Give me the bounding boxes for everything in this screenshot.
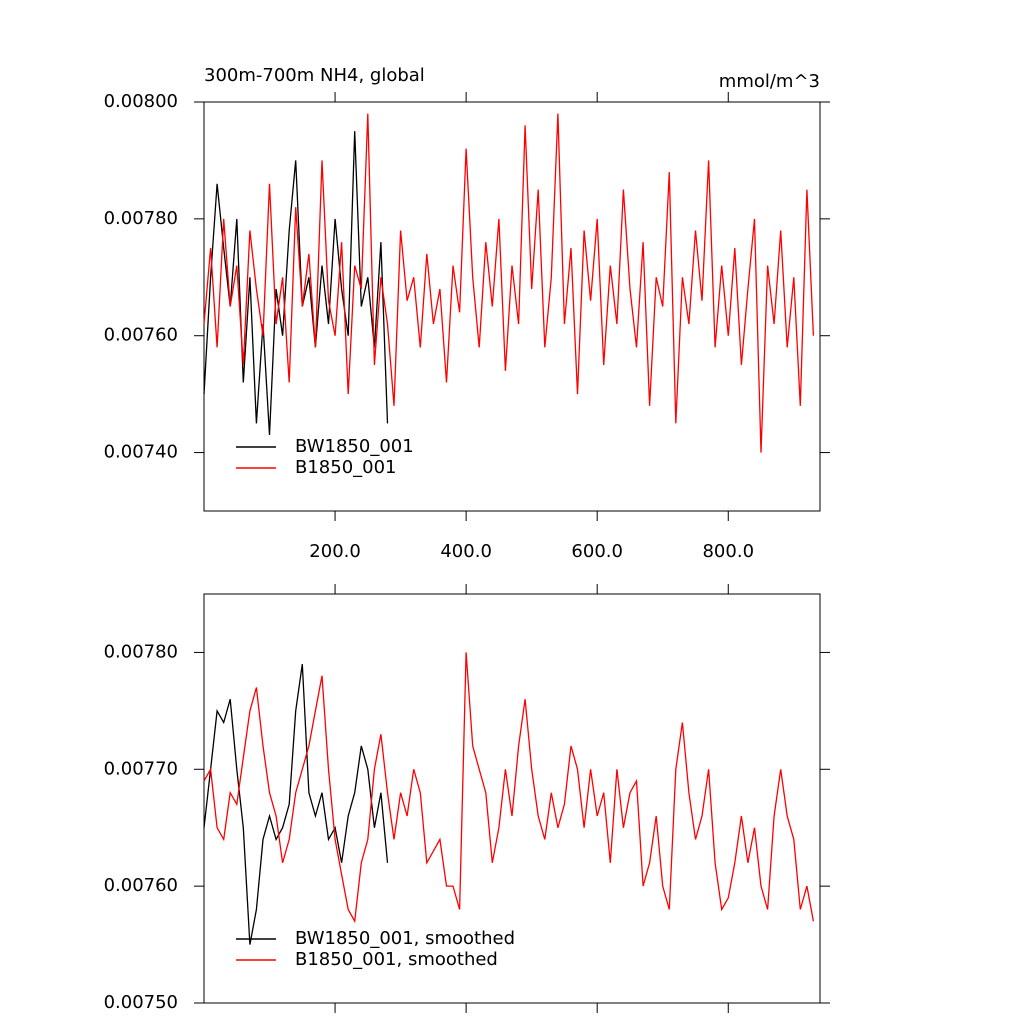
y-tick-label: 0.00780 <box>104 641 178 662</box>
y-tick-label: 0.00740 <box>104 442 178 463</box>
x-tick-label: 600.0 <box>571 541 623 562</box>
legend-label: B1850_001, smoothed <box>295 949 498 970</box>
data-line <box>203 131 389 436</box>
y-tick-label: 0.00800 <box>104 91 178 112</box>
y-tick-label: 0.00760 <box>104 875 178 896</box>
chart-title: 300m-700m NH4, global <box>204 65 425 86</box>
legend-label: BW1850_001 <box>295 436 414 457</box>
data-line <box>203 664 389 945</box>
plot-frame <box>203 101 821 512</box>
y-tick-label: 0.00770 <box>104 758 178 779</box>
legend-label: BW1850_001, smoothed <box>295 928 515 949</box>
y-tick-label: 0.00780 <box>104 208 178 229</box>
x-tick-label: 400.0 <box>440 541 492 562</box>
data-line <box>203 652 815 924</box>
y-tick-label: 0.00750 <box>104 992 178 1013</box>
legend-label: B1850_001 <box>295 457 397 478</box>
plot-frame <box>203 593 821 1004</box>
y-tick-label: 0.00760 <box>104 325 178 346</box>
units-label: mmol/m^3 <box>719 71 820 92</box>
x-tick-label: 200.0 <box>309 541 361 562</box>
data-line <box>203 113 815 453</box>
x-tick-label: 800.0 <box>702 541 754 562</box>
